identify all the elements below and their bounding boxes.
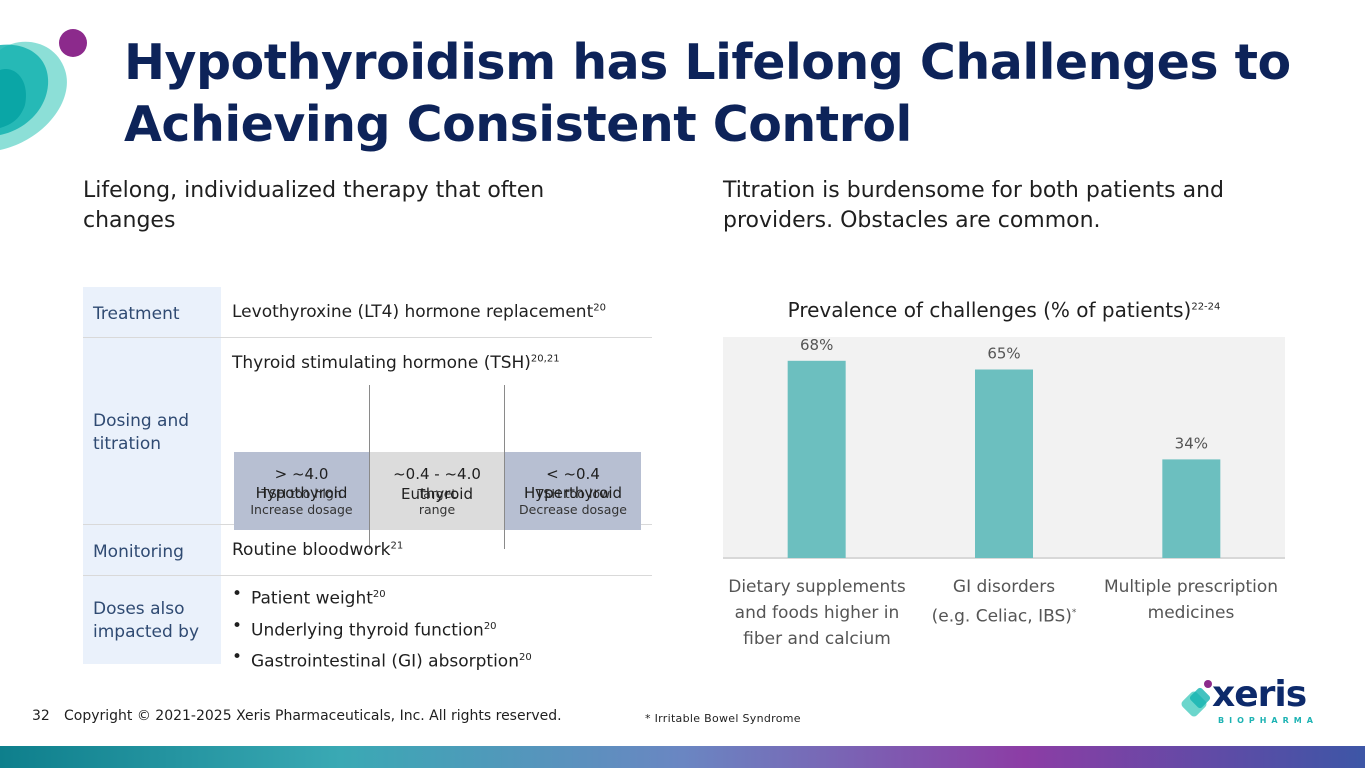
tsh-text: Thyroid stimulating hormone (TSH) <box>232 353 531 373</box>
bottom-gradient-bar <box>0 746 1365 768</box>
treatment-ref: 20 <box>593 302 606 314</box>
row-value-monitoring: Routine bloodwork21 <box>232 540 403 560</box>
tsh-segment-low: < ~0.4 TSH too low Decrease dosage <box>505 452 641 530</box>
row-value-doses: Patient weight20 Underlying thyroid func… <box>232 581 532 676</box>
monitoring-ref: 21 <box>390 540 404 552</box>
table-row-treatment: Treatment Levothyroxine (LT4) hormone re… <box>83 287 652 338</box>
segment-target-line2: range <box>418 502 456 517</box>
category-1-line2: (e.g. Celiac, IBS) <box>931 606 1072 627</box>
chart-title-ref: 22-24 <box>1191 301 1221 313</box>
dose-item-ref: 20 <box>483 620 497 632</box>
list-item: Patient weight20 <box>232 581 532 613</box>
segment-low-value: < ~0.4 <box>546 465 600 483</box>
segment-target-line1: Target <box>417 486 457 501</box>
category-label-1: GI disorders (e.g. Celiac, IBS)* <box>909 574 1099 630</box>
right-heading: Titration is burdensome for both patient… <box>723 178 1224 233</box>
bar-label-1: 65% <box>987 345 1020 363</box>
state-hyperthyroid: Hyperthyroid <box>523 484 623 502</box>
row-label-treatment: Treatment <box>83 287 221 337</box>
dose-item-text: Gastrointestinal (GI) absorption <box>251 651 519 672</box>
table-row-dosing: Dosing and titration Thyroid stimulating… <box>83 338 652 549</box>
dose-item-text: Underlying thyroid function <box>251 620 484 641</box>
dose-item-ref: 20 <box>372 589 386 600</box>
xeris-subtitle: BIOPHARMA <box>1218 716 1318 725</box>
category-0-line2: and foods higher in <box>734 603 900 623</box>
category-2-line2: medicines <box>1147 603 1235 623</box>
category-1-mark: * <box>1071 608 1077 618</box>
segment-target-value: ~0.4 - ~4.0 <box>393 465 481 483</box>
row-label-dosing: Dosing and titration <box>83 338 221 524</box>
segment-low-line1: TSH too low <box>535 486 611 501</box>
table-row-doses: Doses also impacted by Patient weight20 … <box>83 576 652 672</box>
chart-title-text: Prevalence of challenges (% of patients) <box>787 298 1192 322</box>
category-0-line1: Dietary supplements <box>728 577 906 597</box>
copyright: Copyright © 2021-2025 Xeris Pharmaceutic… <box>64 708 562 724</box>
left-heading: Lifelong, individualized therapy that of… <box>83 178 545 233</box>
category-1-line1: GI disorders <box>952 577 1056 597</box>
bar-2 <box>1162 459 1221 558</box>
xeris-logo: xeris BIOPHARMA <box>1178 674 1328 726</box>
bar-1 <box>975 369 1033 558</box>
row-label-monitoring: Monitoring <box>83 525 221 575</box>
monitoring-text: Routine bloodwork <box>232 540 391 560</box>
state-hypothyroid: Hypothyroid <box>255 484 348 502</box>
dose-item-text: Patient weight <box>251 588 373 609</box>
tsh-scale: > ~4.0 TSH too high Increase dosage ~0.4… <box>234 452 641 530</box>
page-title: Hypothyroidism has Lifelong Challenges t… <box>124 34 1291 153</box>
category-label-2: Multiple prescription medicines <box>1096 574 1286 626</box>
doses-list: Patient weight20 Underlying thyroid func… <box>232 581 532 676</box>
chart-title: Prevalence of challenges (% of patients)… <box>723 298 1285 322</box>
category-2-line1: Multiple prescription <box>1103 577 1279 597</box>
list-item: Underlying thyroid function20 <box>232 613 532 645</box>
xeris-wordmark: xeris <box>1212 674 1307 715</box>
xeris-mark-icon <box>1181 680 1212 717</box>
bar-chart: 68% 65% 34% <box>723 337 1285 559</box>
tsh-ref: 20,21 <box>530 353 560 365</box>
state-euthyroid: Euthyroid <box>401 485 473 503</box>
segment-high-line1: TSH too high <box>261 486 342 501</box>
segment-low-line2: Decrease dosage <box>519 502 627 517</box>
table-row-monitoring: Monitoring Routine bloodwork21 <box>83 525 652 576</box>
segment-high-line2: Increase dosage <box>250 502 353 517</box>
category-label-0: Dietary supplements and foods higher in … <box>722 574 912 652</box>
bar-label-2: 34% <box>1175 434 1208 452</box>
tsh-segment-high: > ~4.0 TSH too high Increase dosage <box>234 452 369 530</box>
footnote: * Irritable Bowel Syndrome <box>645 712 801 725</box>
treatment-text: Levothyroxine (LT4) hormone replacement <box>232 302 594 322</box>
tsh-segment-target: ~0.4 - ~4.0 Target range <box>369 452 505 530</box>
scale-divider-2 <box>504 385 505 549</box>
bar-0 <box>787 360 846 558</box>
row-value-treatment: Levothyroxine (LT4) hormone replacement2… <box>232 302 606 322</box>
bar-label-0: 68% <box>800 337 833 354</box>
page-number: 32 <box>32 708 50 724</box>
category-1-line2-wrap: (e.g. Celiac, IBS)* <box>909 600 1099 630</box>
scale-divider-1 <box>369 385 370 549</box>
dose-item-ref: 20 <box>518 652 532 664</box>
tsh-heading: Thyroid stimulating hormone (TSH)20,21 <box>232 353 560 373</box>
brand-blob-icon <box>0 29 87 150</box>
category-0-line3: fiber and calcium <box>743 629 891 649</box>
row-label-doses: Doses also impacted by <box>83 576 221 664</box>
segment-high-value: > ~4.0 <box>274 465 329 483</box>
list-item: Gastrointestinal (GI) absorption20 <box>232 644 532 676</box>
